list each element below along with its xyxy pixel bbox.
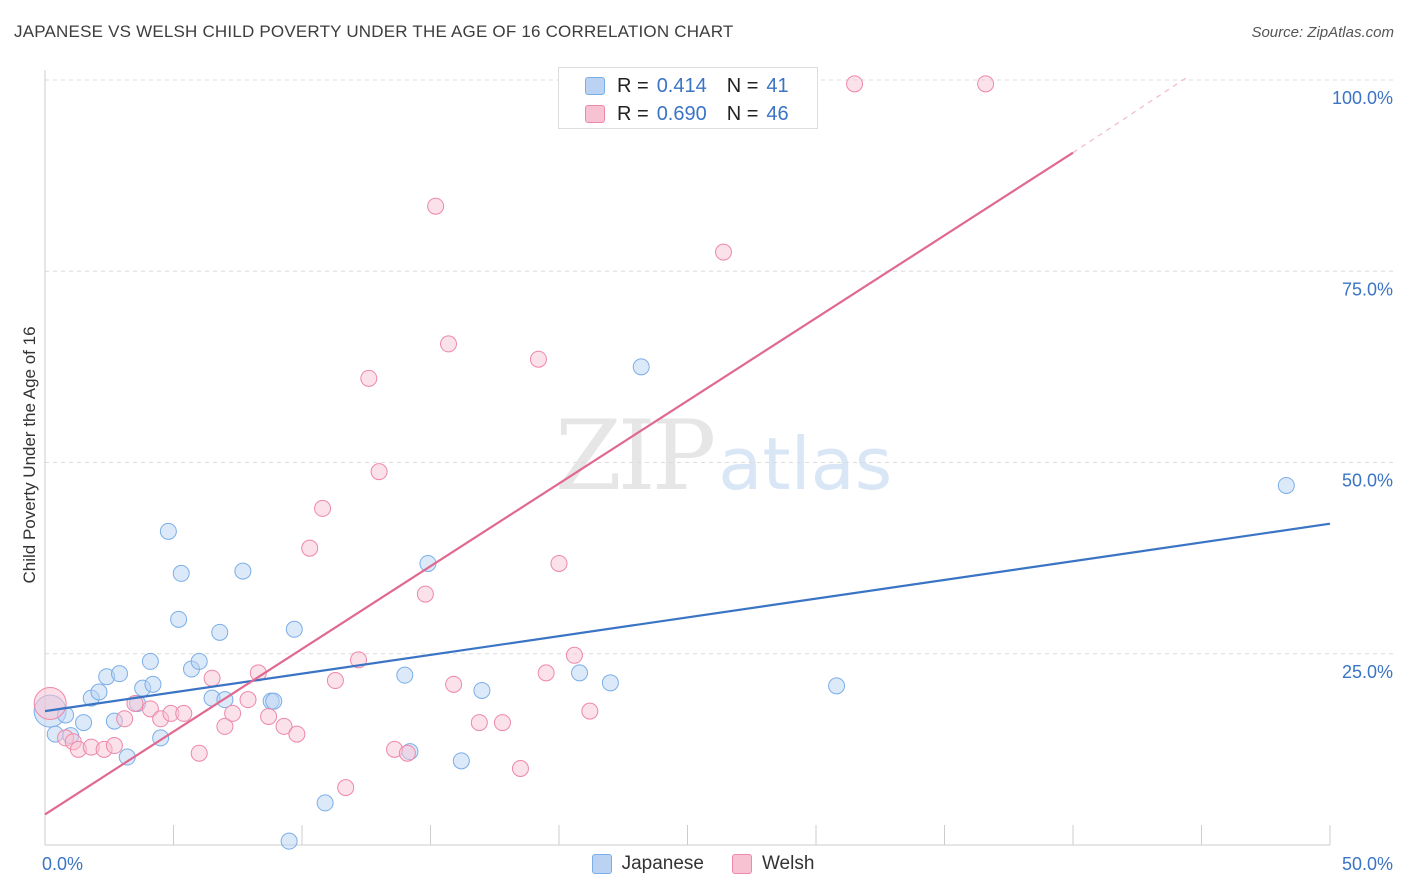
welsh-point xyxy=(301,539,319,557)
welsh-point xyxy=(398,744,416,762)
welsh-point xyxy=(714,243,732,261)
welsh-r-label: R = xyxy=(617,102,649,125)
japanese-point xyxy=(234,562,252,580)
watermark-atlas: atlas xyxy=(718,422,893,506)
welsh-point xyxy=(260,707,278,725)
legend-row-japanese: R = 0.414 N = 41 xyxy=(585,72,789,100)
x-tick-label: 50.0% xyxy=(1342,854,1393,874)
legend-welsh-label: Welsh xyxy=(761,853,815,874)
watermark-zip: ZIP xyxy=(555,400,716,512)
y-tick-label: 50.0% xyxy=(1342,471,1393,491)
data-points xyxy=(33,75,1295,850)
japanese-point xyxy=(90,683,108,701)
welsh-point xyxy=(439,335,457,353)
welsh-point xyxy=(427,197,445,215)
welsh-point xyxy=(493,714,511,732)
japanese-n-label: N = xyxy=(726,74,759,97)
japanese-point xyxy=(396,666,414,684)
legend-japanese-swatch xyxy=(591,854,612,874)
welsh-point xyxy=(216,717,234,735)
japanese-point xyxy=(452,752,470,770)
welsh-point xyxy=(511,760,529,777)
japanese-point xyxy=(601,674,619,692)
japanese-point xyxy=(111,665,129,683)
y-tick-label: 25.0% xyxy=(1342,662,1393,682)
welsh-r-value: 0.690 xyxy=(656,102,707,125)
welsh-point xyxy=(337,779,355,797)
japanese-point xyxy=(632,358,650,376)
welsh-point xyxy=(116,710,134,728)
japanese-r-value: 0.414 xyxy=(656,74,707,97)
welsh-point xyxy=(224,704,242,722)
japanese-point xyxy=(1277,476,1295,494)
welsh-point xyxy=(239,691,257,709)
welsh-point xyxy=(445,675,463,693)
japanese-point xyxy=(571,664,589,682)
legend-welsh-swatch xyxy=(731,854,752,874)
welsh-point xyxy=(33,686,67,720)
japanese-trend-line xyxy=(44,522,1331,713)
y-tick-label: 100.0% xyxy=(1332,88,1393,108)
welsh-point xyxy=(360,369,378,387)
japanese-point xyxy=(316,794,334,812)
axes xyxy=(44,70,1331,846)
trend-lines xyxy=(44,75,1331,816)
japanese-point xyxy=(285,620,303,638)
welsh-point xyxy=(314,499,332,517)
series-legend: Japanese Welsh xyxy=(0,851,1406,877)
welsh-point xyxy=(977,75,995,93)
welsh-point xyxy=(105,737,123,755)
legend-item-japanese: Japanese xyxy=(591,853,704,875)
japanese-point xyxy=(265,692,283,710)
welsh-point xyxy=(846,75,864,93)
stats-legend: R = 0.414 N = 41 R = 0.690 N = 46 xyxy=(558,67,818,129)
japanese-point xyxy=(144,675,162,693)
japanese-point xyxy=(280,832,298,850)
y-tick-label: 75.0% xyxy=(1342,279,1393,299)
welsh-point xyxy=(565,646,583,664)
japanese-point xyxy=(211,623,229,641)
welsh-point xyxy=(326,672,344,690)
japanese-point xyxy=(159,522,177,540)
welsh-swatch xyxy=(585,105,605,123)
japanese-point xyxy=(141,652,159,670)
welsh-point xyxy=(537,664,555,682)
chart-title: JAPANESE VS WELSH CHILD POVERTY UNDER TH… xyxy=(14,22,734,41)
japanese-point xyxy=(172,564,190,582)
welsh-point xyxy=(275,717,293,735)
welsh-n-label: N = xyxy=(726,102,759,125)
japanese-n-value: 41 xyxy=(766,74,789,97)
welsh-point xyxy=(470,714,488,732)
japanese-point xyxy=(473,681,491,699)
welsh-point xyxy=(175,704,193,722)
japanese-swatch xyxy=(585,77,605,95)
welsh-trend-extension xyxy=(1072,75,1189,154)
welsh-point xyxy=(190,744,208,762)
legend-item-welsh: Welsh xyxy=(731,853,815,875)
welsh-point xyxy=(416,585,434,603)
welsh-trend-line xyxy=(44,151,1074,816)
welsh-point xyxy=(288,725,306,743)
welsh-point xyxy=(581,702,599,720)
x-tick-label: 0.0% xyxy=(42,854,83,874)
legend-row-welsh: R = 0.690 N = 46 xyxy=(585,100,789,128)
welsh-point xyxy=(529,350,547,368)
welsh-n-value: 46 xyxy=(766,102,789,125)
welsh-point xyxy=(141,700,159,718)
japanese-r-label: R = xyxy=(617,74,649,97)
japanese-point xyxy=(828,677,846,695)
welsh-point xyxy=(370,463,388,481)
tick-labels: 25.0% 50.0% 75.0% 100.0% 0.0% 50.0% xyxy=(42,88,1393,874)
source-label: Source: ZipAtlas.com xyxy=(1251,24,1394,41)
welsh-point xyxy=(203,669,221,687)
japanese-point xyxy=(170,610,188,628)
japanese-point xyxy=(190,652,208,670)
legend-japanese-label: Japanese xyxy=(621,853,704,874)
welsh-point xyxy=(550,554,568,572)
watermark: ZIPatlas xyxy=(555,400,892,512)
japanese-point xyxy=(75,714,93,732)
